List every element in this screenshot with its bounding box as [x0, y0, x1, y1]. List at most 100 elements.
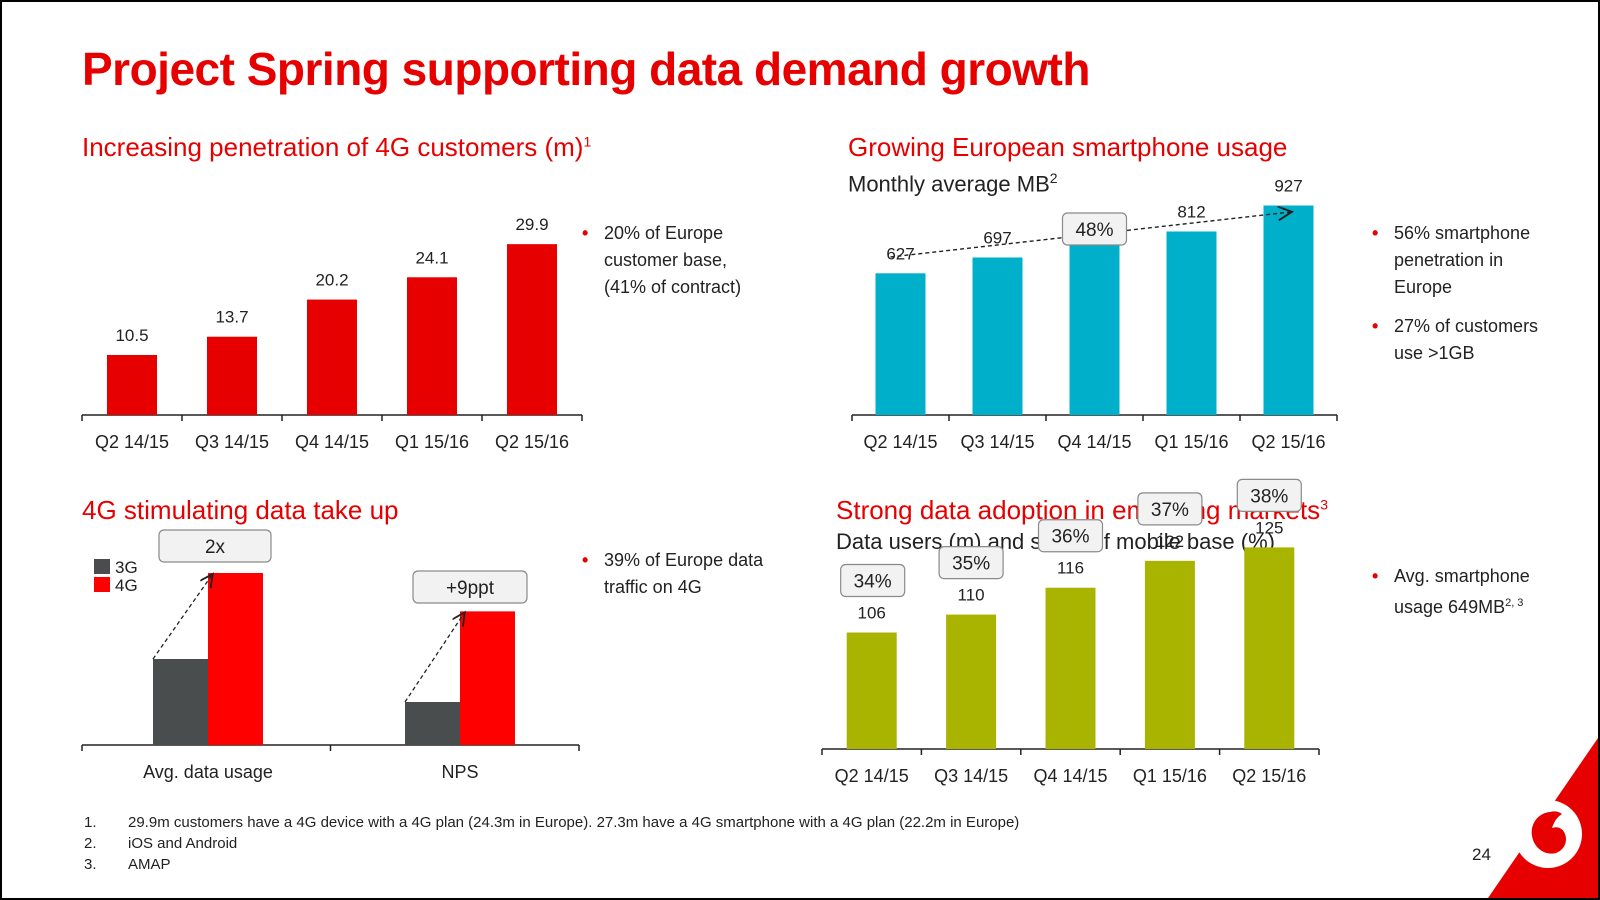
chart1-title-sup: 1	[583, 133, 592, 150]
x-tick-label: Q4 14/15	[295, 432, 369, 452]
data-label: 29.9	[515, 215, 548, 234]
data-label: 13.7	[215, 308, 248, 327]
data-label: 10.5	[115, 326, 148, 345]
footnote-number: 2.	[84, 835, 97, 852]
uplift-callout: 2x	[205, 537, 226, 558]
slide-title: Project Spring supporting data demand gr…	[82, 43, 1090, 95]
share-callout-box	[1236, 478, 1302, 513]
bullet-sup: 2, 3	[1505, 597, 1524, 609]
share-callout-box	[840, 563, 906, 598]
growth-callout-box	[1061, 212, 1128, 246]
chart2-unit: Monthly average MB2	[848, 170, 1058, 197]
legend-label: 3G	[115, 558, 138, 577]
share-callout: 34%	[854, 572, 892, 593]
x-tick-label: Q3 14/15	[934, 766, 1008, 786]
bar	[972, 257, 1023, 415]
bar	[1144, 560, 1195, 749]
data-label: 927	[1274, 176, 1302, 195]
uplift-callout-box	[158, 529, 272, 563]
share-callout-box	[1037, 519, 1104, 553]
share-callout: 35%	[952, 554, 990, 575]
share-callout: 38%	[1250, 486, 1288, 507]
bullets-4g-data-takeup: 39% of Europe data traffic on 4G	[582, 547, 772, 613]
chart2-title: Growing European smartphone usage	[848, 132, 1288, 162]
brand-logo-icon	[1488, 738, 1598, 898]
data-label: 122	[1156, 532, 1184, 551]
chart2-unit-sup: 2	[1049, 170, 1058, 186]
data-label: 697	[983, 228, 1011, 247]
data-label: 110	[958, 586, 985, 605]
bar	[946, 614, 997, 749]
uplift-callout: +9ppt	[446, 578, 495, 599]
x-tick-label: Q1 15/16	[395, 432, 469, 452]
x-tick-label: Q2 15/16	[1251, 432, 1325, 452]
chart-emerging-markets: 106 Q2 14/15 110 Q3 14/15 116 Q4 14/15 122 Q1 1…	[821, 478, 1342, 822]
x-tick-label: Q3 14/15	[960, 432, 1034, 452]
bullet-item: 56% smartphone penetration in Europe	[1372, 220, 1557, 301]
x-tick-label: Q3 14/15	[195, 432, 269, 452]
bar	[307, 299, 357, 415]
bullet-item: Avg. smartphone usage 649MB2, 3	[1372, 563, 1562, 621]
legend-swatch	[94, 577, 110, 592]
bar	[1263, 205, 1314, 415]
bullet-item: 39% of Europe data traffic on 4G	[582, 547, 772, 601]
footnotes: 1. 29.9m customers have a 4G device with …	[84, 812, 1019, 875]
bullets-4g-customers: 20% of Europe customer base, (41% of con…	[582, 220, 762, 313]
bar	[1045, 587, 1096, 749]
bar	[407, 277, 457, 415]
data-label: 125	[1255, 518, 1283, 537]
share-callout-box	[938, 546, 1004, 580]
x-tick-label: Q2 15/16	[495, 432, 569, 452]
footnote: 2. iOS and Android	[84, 833, 1019, 854]
data-label: 106	[858, 604, 886, 623]
bar-3g	[405, 702, 460, 745]
uplift-callout-box	[412, 570, 528, 604]
x-tick-label: Q2 14/15	[863, 432, 937, 452]
bullet-item: 20% of Europe customer base, (41% of con…	[582, 220, 762, 301]
data-label: 116	[1057, 559, 1084, 578]
bar	[846, 632, 897, 749]
footnote-number: 1.	[84, 814, 97, 831]
chart-4g-data-takeup: 2x Avg. data usage +9ppt NPS 3G 4G	[62, 529, 582, 792]
bar	[1244, 547, 1295, 749]
growth-arrow	[152, 575, 212, 660]
data-label: 812	[1177, 202, 1205, 221]
chart1-title-text: Increasing penetration of 4G customers (…	[82, 132, 584, 162]
chart4-svg: 106 Q2 14/15 110 Q3 14/15 116 Q4 14/15 122 Q1 1…	[821, 478, 1320, 786]
footnote-text: iOS and Android	[128, 835, 238, 852]
page-number: 24	[1472, 845, 1491, 864]
chart-4g-customers: 10.5 Q2 14/15 13.7 Q3 14/15 20.2 Q4 14/15 24.1…	[62, 202, 602, 462]
bullet-text: Avg. smartphone usage 649MB	[1394, 566, 1530, 617]
x-tick-label: NPS	[441, 762, 478, 782]
growth-arrow	[404, 613, 464, 703]
bar-4g	[208, 573, 263, 745]
footnote-number: 3.	[84, 856, 97, 873]
bullet-item: 27% of customers use >1GB	[1372, 313, 1557, 367]
x-tick-label: Q1 15/16	[1154, 432, 1228, 452]
footnote: 3. AMAP	[84, 854, 1019, 875]
chart1-title: Increasing penetration of 4G customers (…	[82, 132, 591, 163]
chart3-title: 4G stimulating data take up	[82, 495, 399, 525]
logo-quote-mark	[1531, 811, 1566, 854]
x-tick-label: Avg. data usage	[143, 762, 273, 782]
bullets-emerging-markets: Avg. smartphone usage 649MB2, 3	[1372, 563, 1562, 633]
legend-swatch	[94, 559, 110, 574]
share-callout: 37%	[1151, 500, 1189, 521]
data-label: 20.2	[315, 271, 348, 290]
bullets-smartphone-usage: 56% smartphone penetration in Europe 27%…	[1372, 220, 1557, 379]
growth-callout: 48%	[1075, 220, 1113, 241]
legend-label: 4G	[115, 576, 138, 595]
x-tick-label: Q4 14/15	[1033, 766, 1107, 786]
share-callout: 36%	[1051, 527, 1089, 548]
share-callout-box	[1137, 492, 1203, 526]
x-tick-label: Q2 15/16	[1232, 766, 1306, 786]
chart4-title-sup: 3	[1320, 496, 1328, 513]
bar-4g	[460, 611, 515, 745]
bar	[1069, 244, 1120, 415]
bar	[107, 355, 157, 415]
footnote-text: 29.9m customers have a 4G device with a …	[128, 814, 1020, 831]
footnote-text: AMAP	[128, 856, 171, 873]
